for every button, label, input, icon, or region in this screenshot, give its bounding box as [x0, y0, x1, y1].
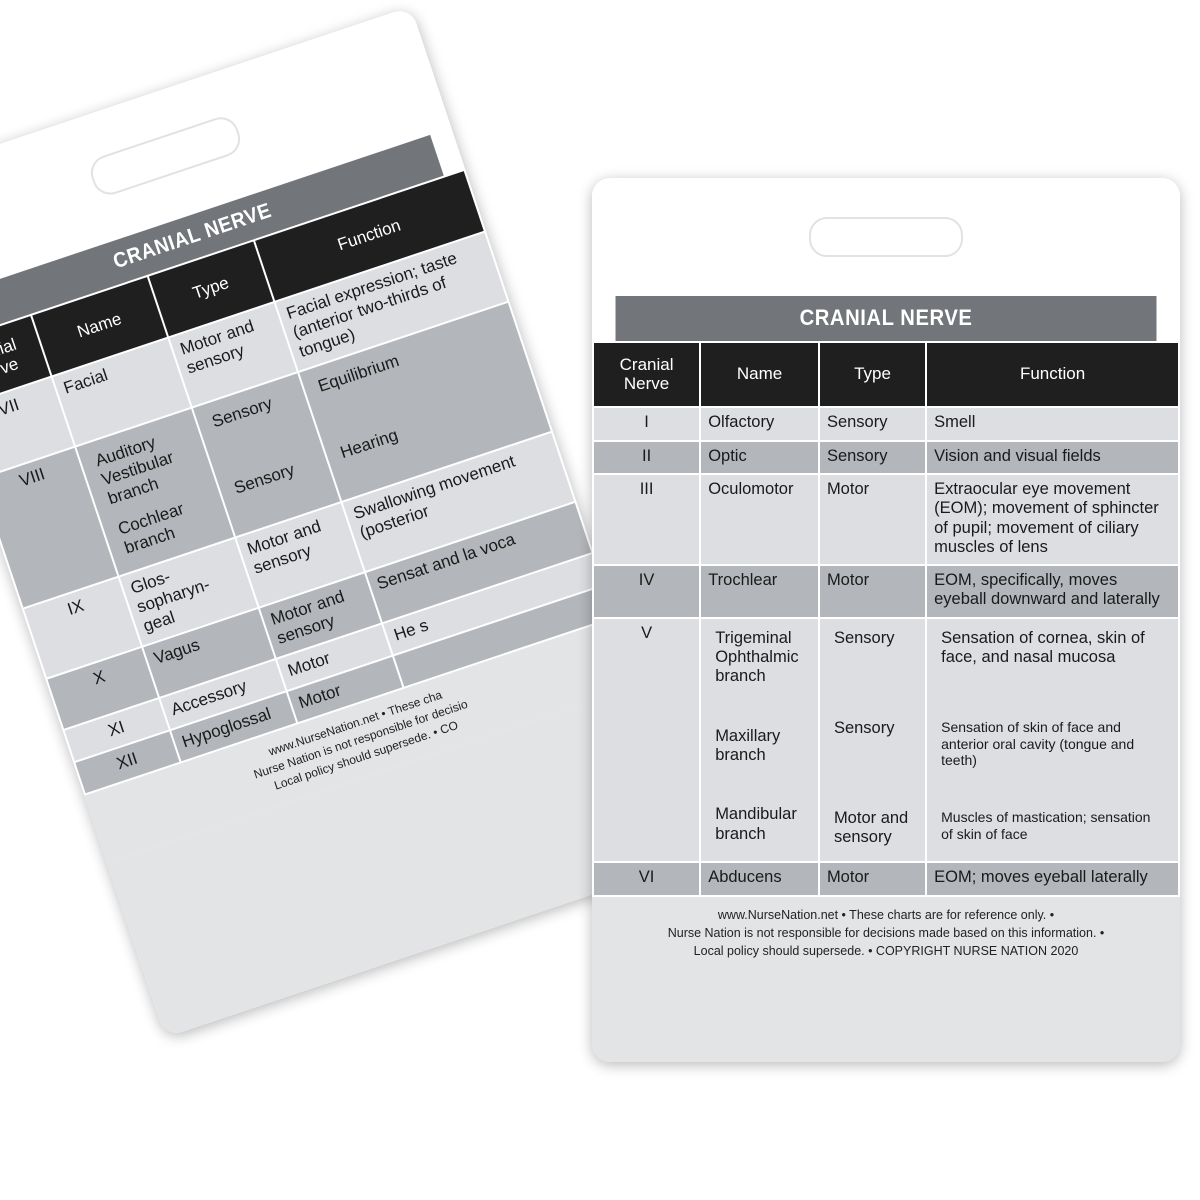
front-footer-line-3: Local policy should supersede. • COPYRIG…: [693, 943, 1079, 958]
front-row-numeral: VI: [594, 863, 700, 895]
front-footer-fill: [592, 970, 1180, 1062]
front-footer-line-1: www.NurseNation.net • These charts are f…: [717, 907, 1055, 922]
table-row: III Oculomotor Motor Extraocular eye mov…: [594, 474, 1178, 565]
front-col-name: Name: [701, 343, 818, 407]
front-row-numeral: I: [594, 408, 700, 440]
front-row-function: Sensation of cornea, skin of face, and n…: [927, 618, 1178, 862]
front-row-name: Oculomotor: [701, 474, 818, 565]
front-row-numeral: III: [594, 474, 700, 565]
front-row-function: EOM, specifically, moves eyeball downwar…: [927, 566, 1178, 617]
table-row: I Olfactory Sensory Smell: [594, 408, 1178, 440]
front-footer: www.NurseNation.net • These charts are f…: [592, 896, 1180, 971]
front-card-title-text: CRANIAL NERVE: [799, 305, 973, 330]
front-table-header-row: Cranial Nerve Name Type Function: [594, 343, 1178, 407]
front-branch-name: Mandibular branch: [715, 805, 797, 843]
branch-spacer: [708, 694, 811, 722]
table-row: V Trigeminal Ophthalmic branch Maxillary…: [594, 618, 1178, 862]
badge-slot-icon: [809, 217, 963, 257]
front-row-type: Sensory Sensory Motor and sensory: [819, 618, 926, 862]
front-row-name: Optic: [701, 441, 818, 473]
front-branch-name: Maxillary branch: [715, 726, 781, 764]
front-slot-zone: [592, 178, 1180, 296]
front-branch-function: Muscles of mastication; sensation of ski…: [941, 808, 1151, 842]
front-branch-type: Motor and sensory: [833, 808, 909, 847]
front-col-function: Function: [927, 343, 1178, 407]
front-row-type: Motor: [819, 566, 926, 617]
front-row-type: Sensory: [819, 408, 926, 440]
front-row-name: Trochlear: [701, 566, 818, 617]
table-row: II Optic Sensory Vision and visual field…: [594, 441, 1178, 473]
front-row-type: Sensory: [819, 441, 926, 473]
front-row-name: Olfactory: [701, 408, 818, 440]
front-row-name: Trigeminal Ophthalmic branch Maxillary b…: [701, 618, 818, 862]
front-branch-type: Sensory: [833, 718, 895, 737]
front-nerve-table: Cranial Nerve Name Type Function I Olfac…: [592, 341, 1180, 897]
front-row-name: Abducens: [701, 863, 818, 895]
front-col-type: Type: [819, 343, 926, 407]
front-branch-name: Trigeminal Ophthalmic branch: [715, 628, 799, 686]
front-branch-function: Sensation of cornea, skin of face, and n…: [941, 628, 1145, 667]
table-row: IV Trochlear Motor EOM, specifically, mo…: [594, 566, 1178, 617]
front-row-numeral: IV: [594, 566, 700, 617]
front-row-function: Extraocular eye movement (EOM); movement…: [927, 474, 1178, 565]
front-col-cranial-nerve: Cranial Nerve: [594, 343, 700, 407]
front-row-type: Motor: [819, 863, 926, 895]
branch-spacer: [708, 772, 811, 800]
table-row: VI Abducens Motor EOM; moves eyeball lat…: [594, 863, 1178, 895]
front-badge-card: CRANIAL NERVE Cranial Nerve Name Type Fu…: [592, 178, 1180, 1062]
front-row-function: Smell: [927, 408, 1178, 440]
front-row-function: Vision and visual fields: [927, 441, 1178, 473]
front-row-type: Motor: [819, 474, 926, 565]
front-branch-type: Sensory: [833, 628, 895, 647]
front-branch-function: Sensation of skin of face and anterior o…: [941, 718, 1135, 769]
front-row-function: EOM; moves eyeball laterally: [927, 863, 1178, 895]
badge-slot-icon: [86, 112, 245, 200]
front-footer-line-2: Nurse Nation is not responsible for deci…: [667, 925, 1105, 940]
front-card-title: CRANIAL NERVE: [615, 296, 1157, 341]
front-row-numeral: II: [594, 441, 700, 473]
front-row-numeral: V: [594, 618, 700, 862]
